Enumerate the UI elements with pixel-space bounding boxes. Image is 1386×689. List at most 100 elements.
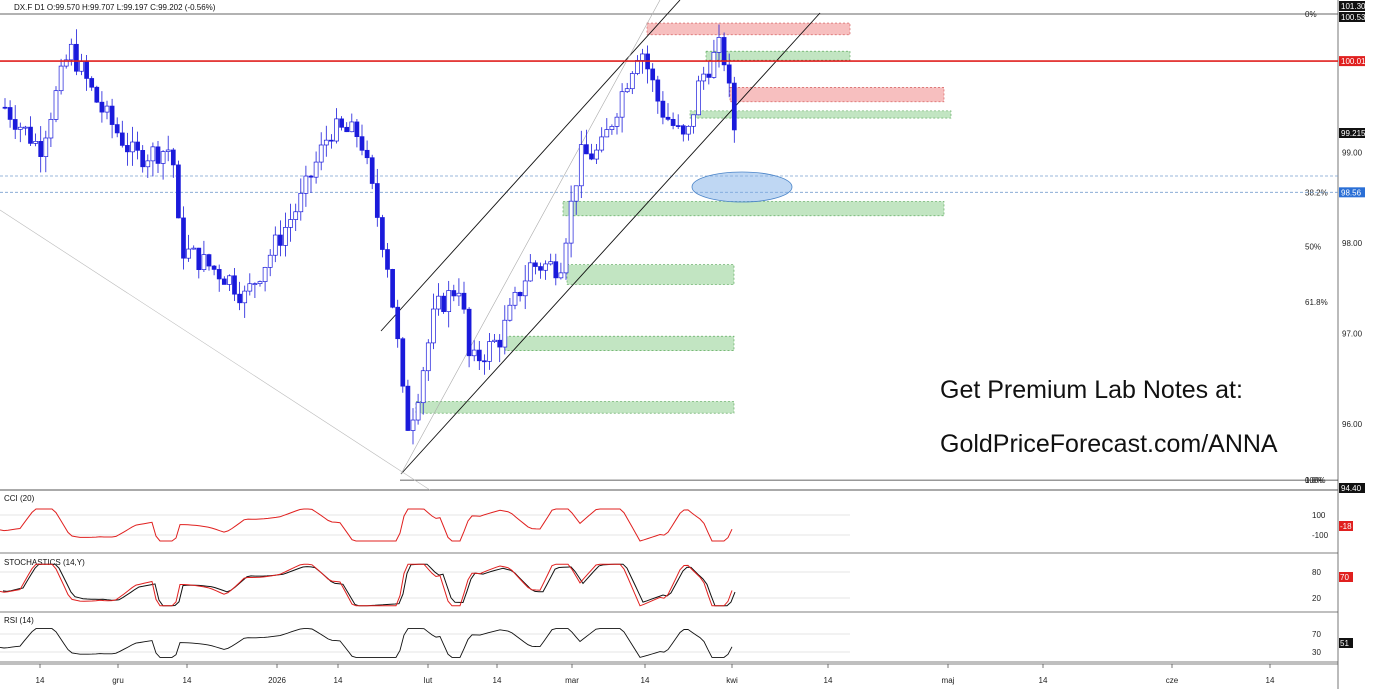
price-tag-high-box xyxy=(1339,1,1365,11)
candle-bull xyxy=(247,283,253,292)
candle-bear xyxy=(12,119,18,130)
candle-bear xyxy=(482,360,487,363)
inner-trend-line xyxy=(400,0,661,475)
time-tick-label: 14 xyxy=(1039,676,1048,685)
candle-bear xyxy=(553,261,559,279)
price-tag-100-53-text: 100.53 xyxy=(1341,13,1366,22)
time-tick-label: 2026 xyxy=(268,676,286,685)
candle-bear xyxy=(176,164,181,219)
time-tick-label: kwi xyxy=(726,676,738,685)
price-tag-red-line-text: 100.01 xyxy=(1341,57,1366,66)
red-zone xyxy=(729,87,945,103)
candle-bull xyxy=(267,254,273,268)
price-tag-low-text: 94.40 xyxy=(1341,484,1362,493)
candle-bull xyxy=(150,146,156,162)
candle-bear xyxy=(369,157,375,184)
candle-bull xyxy=(262,267,268,282)
time-tick-label: 14 xyxy=(493,676,502,685)
time-tick-label: 14 xyxy=(36,676,45,685)
candle-bull xyxy=(313,161,319,178)
cci-tick-lower: -100 xyxy=(1312,531,1329,540)
price-tag-blue-text: 98.56 xyxy=(1341,188,1362,197)
candle-bull xyxy=(53,90,59,120)
rsi-last-text: 51 xyxy=(1340,639,1349,648)
candle-bull xyxy=(303,175,309,194)
candle-bull xyxy=(711,51,717,78)
candle-bear xyxy=(74,43,79,72)
candle-bull xyxy=(79,61,84,72)
price-axis: 96.00 97.00 98.00 99.00 101.30 100.53 100.01 99… xyxy=(1339,1,1366,493)
promo-line-1: Get Premium Lab Notes at: xyxy=(940,376,1243,404)
candle-bull xyxy=(257,281,263,284)
candle-bear xyxy=(461,292,467,310)
green-zone xyxy=(566,264,735,285)
candle-bull xyxy=(635,60,640,74)
green-zone xyxy=(504,335,735,351)
candle-bull xyxy=(63,59,69,67)
stoch-tick-lower: 20 xyxy=(1312,594,1321,603)
candle-bear xyxy=(155,146,161,164)
candle-bear xyxy=(385,249,390,270)
price-tag-low-box xyxy=(1339,483,1365,493)
candle-bull xyxy=(522,280,528,297)
price-tick-label: 98.00 xyxy=(1342,239,1363,248)
candle-bear xyxy=(374,183,380,218)
candle-bear xyxy=(706,73,712,78)
candle-bull xyxy=(165,149,171,152)
candle-bull xyxy=(716,37,722,53)
time-tick-label: cze xyxy=(1166,676,1179,685)
candle-bull xyxy=(160,151,166,164)
time-tick-label: lut xyxy=(424,676,433,685)
candle-bull xyxy=(104,105,110,113)
candle-bull xyxy=(420,370,426,404)
candle-bull xyxy=(629,73,635,90)
candle-bear xyxy=(344,126,350,133)
candle-bull xyxy=(487,341,492,362)
time-tick-label: maj xyxy=(942,676,955,685)
candle-bull xyxy=(17,126,23,130)
rsi-line xyxy=(0,628,733,658)
candle-bull xyxy=(130,141,135,153)
candle-bull xyxy=(288,219,293,228)
candle-bull xyxy=(415,402,421,421)
candle-bull xyxy=(272,234,278,256)
candle-bear xyxy=(390,269,395,308)
candle-bull xyxy=(323,139,329,146)
stoch-line xyxy=(0,563,733,607)
candle-bull xyxy=(568,200,574,244)
price-tag-last-text: 99.215 xyxy=(1341,129,1366,138)
candle-bear xyxy=(675,125,681,127)
promo-line-2: GoldPriceForecast.com/ANNA xyxy=(940,430,1278,458)
candle-bull xyxy=(502,319,508,348)
candle-bear xyxy=(216,269,222,280)
candle-bear xyxy=(665,116,671,120)
fib-label: 50% xyxy=(1305,243,1321,252)
candle-bull xyxy=(410,419,416,431)
stoch-tick-upper: 80 xyxy=(1312,568,1321,577)
candle-bull xyxy=(563,242,569,274)
time-axis: 14 gru 14 2026 14 lut 14 mar 14 kwi 14 maj 14 cze 14 xyxy=(0,663,1338,685)
indicator-panels: CCI (20) 100 -100 -18 STOCHASTICS (14,Y) 80 20… xyxy=(0,494,1353,663)
candle-bear xyxy=(354,121,360,137)
candle-bull xyxy=(609,126,615,130)
candle-bull xyxy=(691,114,696,127)
green-zone xyxy=(562,201,945,217)
candle-bull xyxy=(201,254,207,271)
green-zone xyxy=(705,50,851,61)
candle-bear xyxy=(329,139,334,142)
candle-bear xyxy=(451,290,457,297)
rsi-label: RSI (14) xyxy=(4,616,34,625)
time-tick-label: 14 xyxy=(1266,676,1275,685)
price-tag-100-53-box xyxy=(1339,12,1365,22)
stoch-last-text: 70 xyxy=(1340,573,1349,582)
symbol-header: DX.F D1 O:99.570 H:99.707 L:99.197 C:99.… xyxy=(14,3,216,12)
candle-bear xyxy=(441,295,446,312)
stoch-last-box xyxy=(1339,572,1353,582)
fib-label: 0% xyxy=(1305,10,1317,19)
candle-bear xyxy=(237,293,242,304)
candle-bear xyxy=(99,101,105,113)
candle-bull xyxy=(640,53,645,61)
candle-bull xyxy=(425,342,431,372)
cci-line xyxy=(0,508,733,542)
candle-bull xyxy=(558,272,564,279)
